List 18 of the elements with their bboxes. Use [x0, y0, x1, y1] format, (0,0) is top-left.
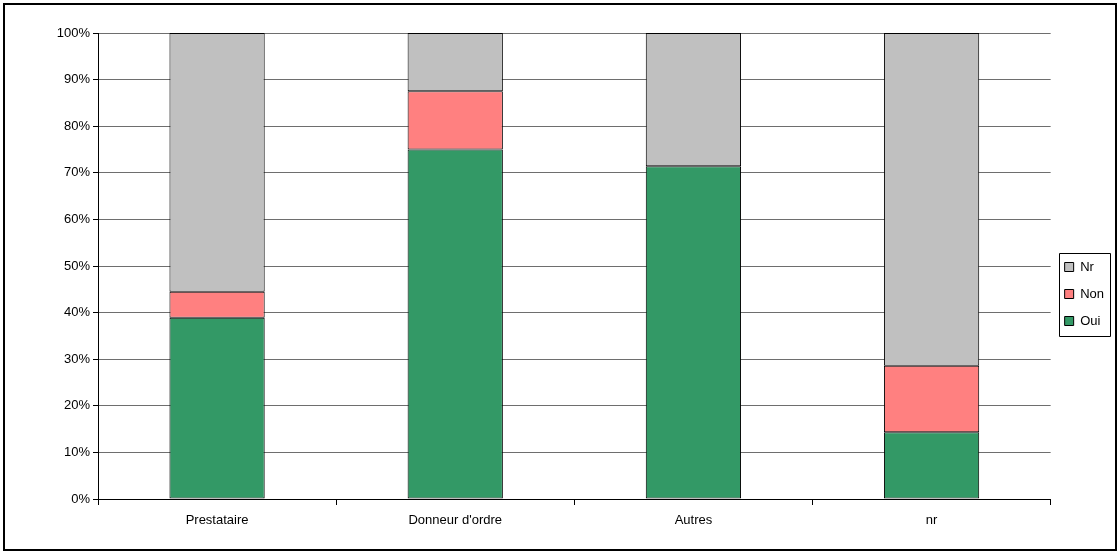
y-tick-label: 50%	[63, 257, 91, 273]
y-tick-label: 0%	[71, 490, 91, 506]
x-tick-label: Prestataire	[185, 512, 249, 528]
legend-label: Non	[1080, 285, 1105, 301]
y-tick-label: 10%	[63, 443, 91, 459]
x-tick-label: Autres	[674, 512, 713, 528]
y-tick-label: 30%	[63, 350, 91, 366]
y-tick-label: 40%	[63, 304, 91, 320]
y-tick-label: 70%	[63, 164, 91, 180]
legend-label: Oui	[1080, 312, 1101, 328]
y-tick-label: 90%	[63, 71, 91, 87]
x-tick-label: nr	[925, 512, 939, 528]
y-tick-label: 60%	[63, 210, 91, 226]
y-tick-label: 100%	[56, 24, 91, 40]
y-tick-label: 20%	[63, 397, 91, 413]
legend-label: Nr	[1080, 258, 1095, 274]
x-tick-label: Donneur d'ordre	[408, 512, 503, 528]
y-tick-label: 80%	[63, 117, 91, 133]
